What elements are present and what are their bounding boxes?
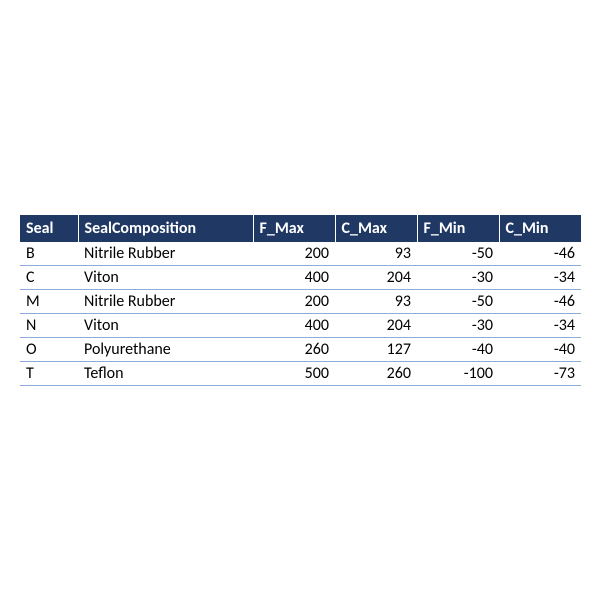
cell-fmin: -30 — [417, 265, 499, 289]
cell-cmax: 127 — [335, 337, 417, 361]
cell-cmin: -40 — [499, 337, 581, 361]
cell-fmax: 200 — [253, 242, 335, 266]
seal-table: SealSealCompositionF_MaxC_MaxF_MinC_Min … — [20, 215, 581, 386]
cell-cmax: 93 — [335, 242, 417, 266]
table-row: CViton400204-30-34 — [20, 265, 581, 289]
cell-comp: Viton — [78, 313, 253, 337]
col-header-fmin: F_Min — [417, 215, 499, 242]
cell-fmin: -40 — [417, 337, 499, 361]
cell-cmin: -34 — [499, 265, 581, 289]
col-header-comp: SealComposition — [78, 215, 253, 242]
cell-comp: Nitrile Rubber — [78, 242, 253, 266]
cell-comp: Polyurethane — [78, 337, 253, 361]
cell-cmin: -46 — [499, 242, 581, 266]
cell-comp: Nitrile Rubber — [78, 289, 253, 313]
cell-fmin: -50 — [417, 289, 499, 313]
col-header-fmax: F_Max — [253, 215, 335, 242]
cell-seal: N — [20, 313, 78, 337]
cell-seal: T — [20, 361, 78, 385]
cell-cmin: -46 — [499, 289, 581, 313]
cell-fmin: -30 — [417, 313, 499, 337]
cell-cmin: -73 — [499, 361, 581, 385]
table-body: BNitrile Rubber20093-50-46CViton400204-3… — [20, 242, 581, 386]
cell-fmax: 200 — [253, 289, 335, 313]
cell-cmin: -34 — [499, 313, 581, 337]
cell-fmax: 260 — [253, 337, 335, 361]
col-header-cmin: C_Min — [499, 215, 581, 242]
cell-cmax: 204 — [335, 265, 417, 289]
cell-fmax: 400 — [253, 313, 335, 337]
cell-fmin: -100 — [417, 361, 499, 385]
table-row: MNitrile Rubber20093-50-46 — [20, 289, 581, 313]
col-header-cmax: C_Max — [335, 215, 417, 242]
cell-seal: O — [20, 337, 78, 361]
col-header-seal: Seal — [20, 215, 78, 242]
table-row: BNitrile Rubber20093-50-46 — [20, 242, 581, 266]
cell-seal: M — [20, 289, 78, 313]
table-row: TTeflon500260-100-73 — [20, 361, 581, 385]
table-row: NViton400204-30-34 — [20, 313, 581, 337]
table-header-row: SealSealCompositionF_MaxC_MaxF_MinC_Min — [20, 215, 581, 242]
cell-fmax: 400 — [253, 265, 335, 289]
cell-cmax: 260 — [335, 361, 417, 385]
cell-cmax: 93 — [335, 289, 417, 313]
cell-comp: Viton — [78, 265, 253, 289]
cell-seal: B — [20, 242, 78, 266]
cell-fmin: -50 — [417, 242, 499, 266]
cell-comp: Teflon — [78, 361, 253, 385]
cell-seal: C — [20, 265, 78, 289]
seal-table-container: SealSealCompositionF_MaxC_MaxF_MinC_Min … — [20, 215, 580, 386]
cell-fmax: 500 — [253, 361, 335, 385]
cell-cmax: 204 — [335, 313, 417, 337]
table-row: OPolyurethane260127-40-40 — [20, 337, 581, 361]
